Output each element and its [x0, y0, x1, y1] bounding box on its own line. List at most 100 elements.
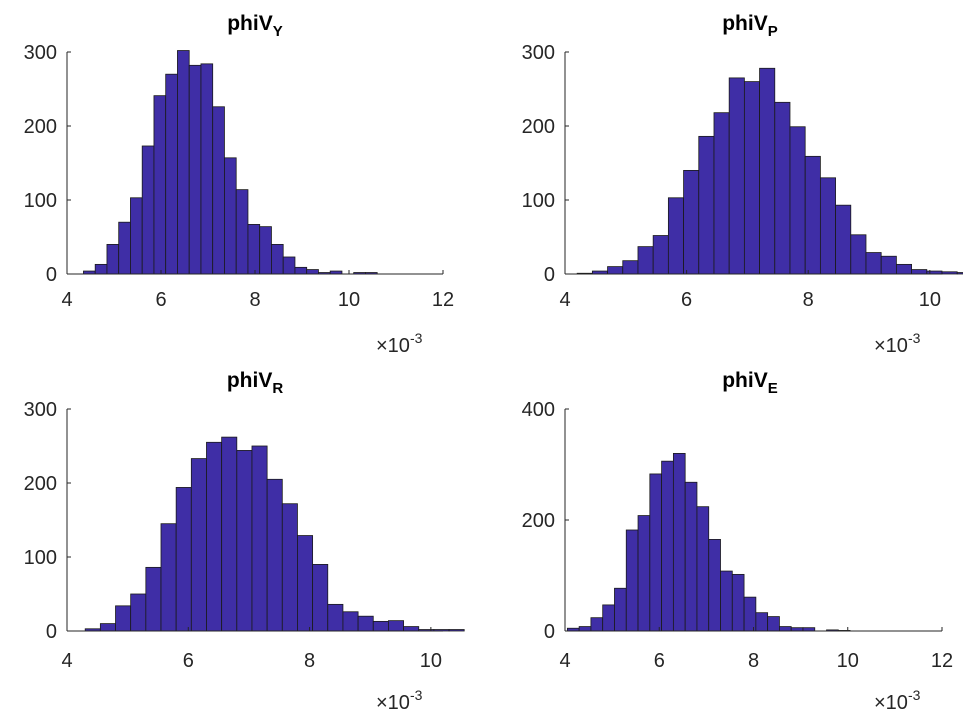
histogram-bar — [607, 266, 624, 275]
histogram-bar — [896, 263, 913, 275]
histogram-bar — [602, 604, 615, 632]
histogram-bar — [614, 587, 627, 632]
histogram-bar — [835, 204, 852, 275]
histogram-bar — [625, 529, 639, 632]
x-axis-multiplier: ×10-3 — [376, 330, 423, 357]
x-tick-label: 4 — [61, 289, 72, 311]
histogram-bar — [720, 570, 733, 632]
histogram-bar — [637, 246, 654, 275]
histogram-bar — [357, 615, 374, 632]
y-tick-label: 0 — [46, 621, 57, 643]
histogram-bar — [941, 271, 958, 275]
histogram-bar — [637, 515, 651, 632]
y-tick-label: 200 — [24, 116, 57, 138]
histogram-bar — [911, 269, 928, 275]
histogram-bar — [160, 523, 177, 632]
y-tick-label: 200 — [522, 116, 555, 138]
y-tick-label: 0 — [544, 621, 555, 643]
histogram-bar — [731, 573, 745, 632]
panel-title: phiVP — [722, 12, 778, 40]
histogram-bar — [779, 626, 792, 632]
histogram-bar — [755, 612, 769, 632]
x-tick-label: 4 — [61, 650, 72, 672]
histogram-bar — [271, 243, 284, 275]
histogram-bar — [212, 106, 225, 275]
histogram-bar — [743, 81, 760, 275]
histogram-bar — [165, 73, 178, 275]
y-tick-label: 400 — [522, 399, 555, 421]
x-tick-label: 6 — [681, 289, 692, 311]
x-tick-label: 10 — [919, 289, 941, 311]
y-tick-label: 300 — [24, 399, 57, 421]
histogram-bar — [224, 157, 237, 275]
histogram-bar — [145, 566, 162, 632]
histogram-bar — [94, 263, 108, 275]
histogram-bar — [672, 452, 686, 632]
x-tick-label: 6 — [183, 650, 194, 672]
histogram-bar — [221, 436, 238, 632]
histogram-bar — [294, 266, 308, 275]
histogram-bar — [115, 605, 132, 632]
histogram-bar — [306, 269, 319, 275]
x-tick-label: 8 — [748, 650, 759, 672]
histogram-bar — [259, 226, 272, 275]
x-tick-label: 10 — [837, 650, 859, 672]
histogram-bar — [698, 135, 715, 275]
x-tick-label: 12 — [931, 650, 953, 672]
x-tick-label: 6 — [654, 650, 665, 672]
histogram-bar — [282, 256, 296, 275]
histogram-bar — [578, 626, 592, 632]
histogram-bar — [683, 169, 700, 275]
y-tick-label: 0 — [544, 264, 555, 286]
histogram-bar — [251, 445, 268, 632]
histogram-bar — [590, 617, 604, 632]
histogram-bar — [684, 481, 698, 632]
histogram-bar — [200, 63, 214, 275]
histogram-bar — [789, 126, 806, 275]
histogram-bar — [759, 67, 776, 275]
x-tick-label: 8 — [249, 289, 260, 311]
histogram-bar — [177, 50, 190, 275]
histogram-bar — [448, 629, 465, 632]
histogram-bar — [190, 458, 207, 632]
histogram-bar — [266, 478, 283, 632]
histogram-bar — [327, 603, 344, 632]
histogram-bar — [696, 506, 710, 632]
histogram-bar — [819, 177, 836, 275]
histogram-bar — [956, 272, 963, 275]
x-tick-label: 4 — [559, 650, 570, 672]
histogram-bar — [236, 450, 253, 632]
x-axis-multiplier: ×10-3 — [874, 687, 921, 714]
histogram-bar — [130, 593, 147, 632]
histogram-bar — [804, 155, 821, 275]
histogram-bar — [297, 535, 314, 632]
x-axis-multiplier: ×10-3 — [874, 330, 921, 357]
histogram-bar — [667, 197, 684, 275]
histogram-bar — [403, 626, 420, 632]
y-tick-label: 100 — [24, 547, 57, 569]
histogram-bar — [713, 112, 730, 275]
histogram-bar — [188, 64, 202, 275]
histogram-bar — [342, 611, 359, 632]
histogram-bar — [649, 473, 663, 632]
x-tick-label: 8 — [304, 650, 315, 672]
histogram-bar — [99, 623, 116, 632]
histogram-bar — [850, 234, 867, 275]
histogram-bar — [175, 487, 192, 632]
histogram-bar — [106, 243, 120, 275]
histogram-bar — [728, 77, 745, 275]
histogram-bar — [880, 255, 897, 275]
histogram-bar — [130, 197, 143, 275]
histogram-bar — [622, 260, 639, 275]
histogram-bar — [652, 235, 669, 275]
histogram-bar — [247, 224, 261, 275]
panel-title: phiVE — [722, 369, 778, 397]
histogram-bar — [708, 539, 721, 632]
y-tick-label: 300 — [24, 42, 57, 64]
y-tick-label: 300 — [522, 42, 555, 64]
histogram-bar — [153, 95, 167, 275]
histogram-bar — [312, 564, 329, 632]
x-tick-label: 10 — [420, 650, 442, 672]
